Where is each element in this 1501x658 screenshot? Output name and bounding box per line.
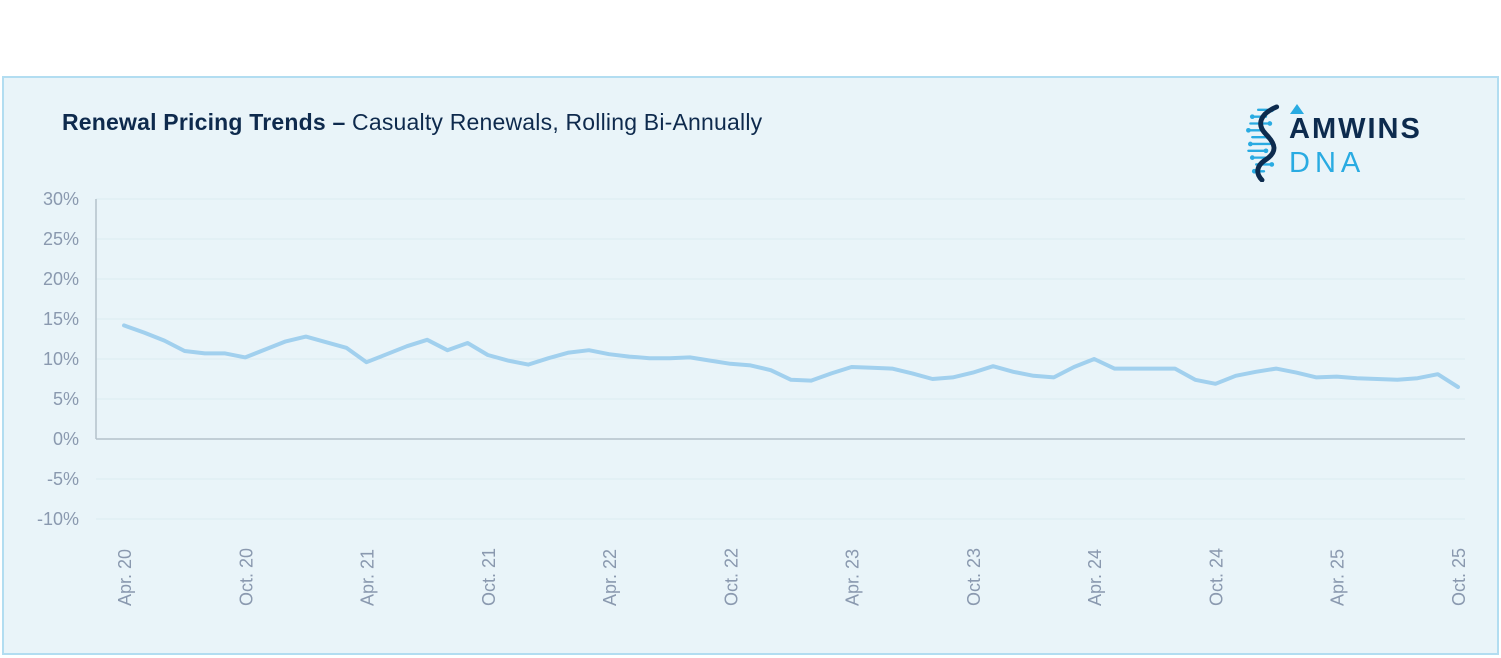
chart-title-bold: Renewal Pricing Trends – bbox=[62, 109, 346, 135]
x-tick-label: Oct. 24 bbox=[1206, 548, 1226, 606]
x-tick-label: Apr. 20 bbox=[115, 549, 135, 606]
amwins-dna-logo: AMWINS DNA bbox=[1246, 104, 1422, 182]
x-tick-label: Oct. 20 bbox=[236, 548, 256, 606]
y-tick-label: 20% bbox=[43, 269, 79, 289]
x-tick-label: Oct. 21 bbox=[479, 548, 499, 606]
x-tick-label: Oct. 25 bbox=[1449, 548, 1469, 606]
x-tick-label: Apr. 24 bbox=[1085, 549, 1105, 606]
x-tick-label: Oct. 23 bbox=[964, 548, 984, 606]
y-tick-label: 5% bbox=[53, 389, 79, 409]
x-tick-label: Apr. 25 bbox=[1328, 549, 1348, 606]
y-tick-label: 25% bbox=[43, 229, 79, 249]
chart-title-subtitle: Casualty Renewals, Rolling Bi-Annually bbox=[345, 109, 763, 135]
y-tick-label: -5% bbox=[47, 469, 79, 489]
x-tick-label: Apr. 22 bbox=[600, 549, 620, 606]
logo-triangle-icon bbox=[1290, 104, 1304, 114]
logo-text: AMWINS DNA bbox=[1289, 104, 1422, 178]
chart-title: Renewal Pricing Trends – Casualty Renewa… bbox=[62, 109, 762, 136]
pricing-trend-line bbox=[122, 323, 1460, 389]
x-tick-label: Apr. 21 bbox=[358, 549, 378, 606]
logo-brand-row: AMWINS bbox=[1289, 104, 1422, 144]
logo-brand-name: AMWINS bbox=[1289, 113, 1422, 145]
y-tick-label: 15% bbox=[43, 309, 79, 329]
y-tick-label: -10% bbox=[37, 509, 79, 529]
x-tick-label: Oct. 22 bbox=[721, 548, 741, 606]
y-tick-label: 10% bbox=[43, 349, 79, 369]
y-tick-label: 30% bbox=[43, 189, 79, 209]
y-tick-label: 0% bbox=[53, 429, 79, 449]
x-tick-label: Apr. 23 bbox=[843, 549, 863, 606]
logo-product-name: DNA bbox=[1289, 147, 1366, 179]
dna-helix-icon bbox=[1246, 104, 1280, 182]
